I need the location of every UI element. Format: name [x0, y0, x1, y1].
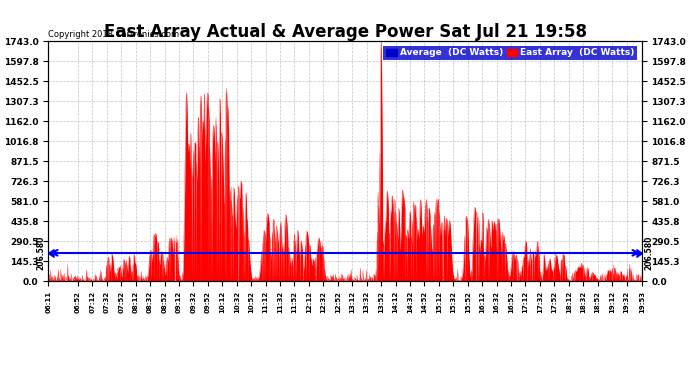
- Legend: Average  (DC Watts), East Array  (DC Watts): Average (DC Watts), East Array (DC Watts…: [384, 46, 637, 60]
- Text: 206.580: 206.580: [37, 236, 46, 270]
- Text: 206.580: 206.580: [644, 236, 653, 270]
- Text: Copyright 2018 Cartronics.com: Copyright 2018 Cartronics.com: [48, 30, 179, 39]
- Title: East Array Actual & Average Power Sat Jul 21 19:58: East Array Actual & Average Power Sat Ju…: [104, 23, 586, 41]
